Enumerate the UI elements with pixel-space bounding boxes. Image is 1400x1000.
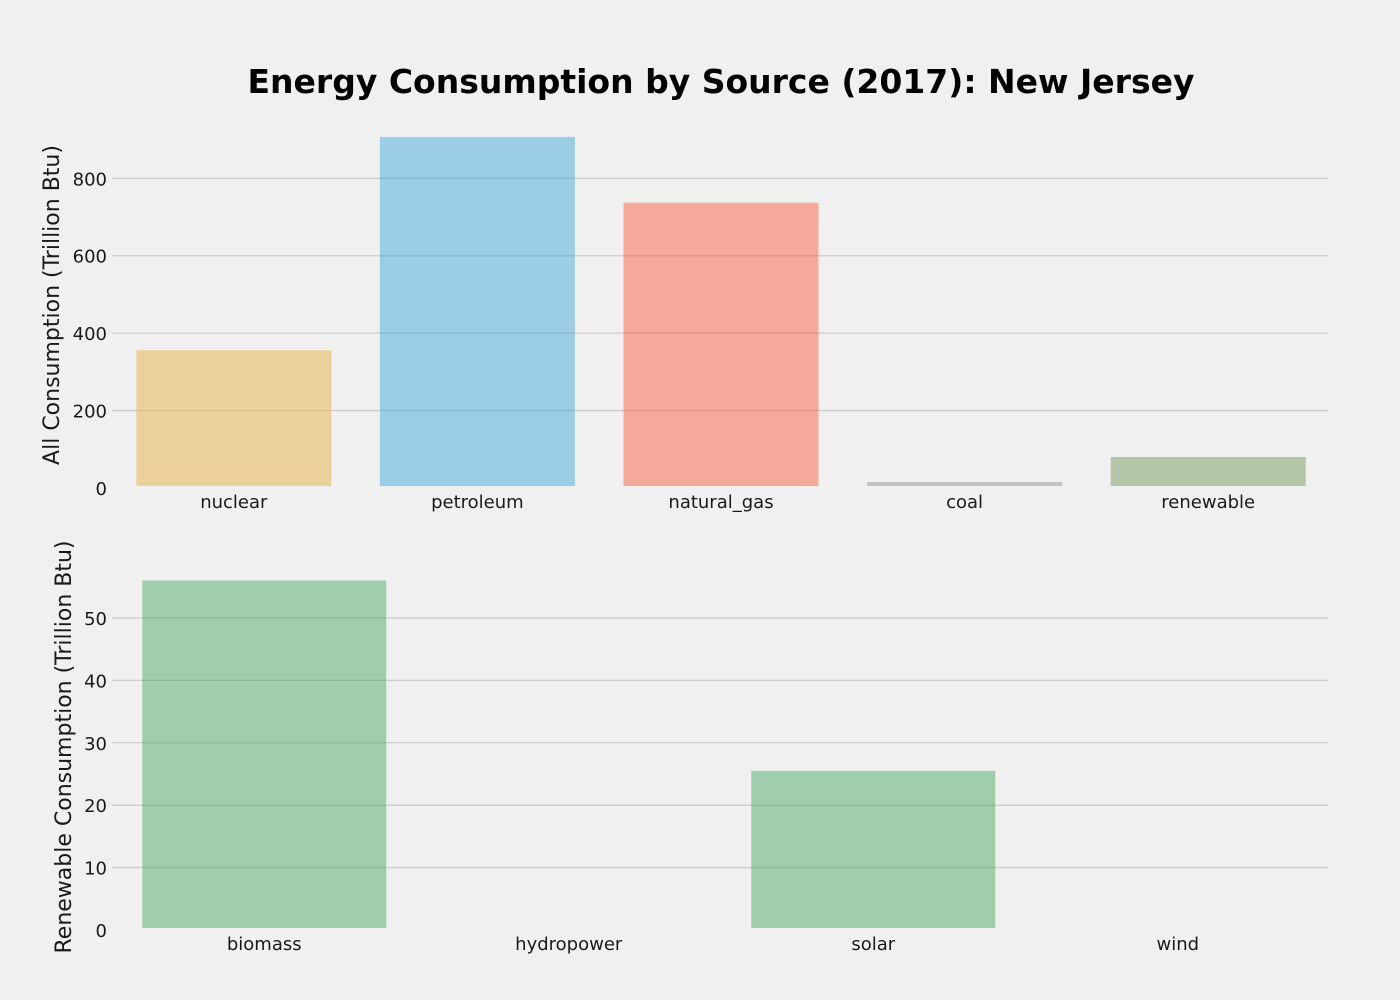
x-tick-label: natural_gas [668, 492, 773, 513]
y-tick-label: 0 [96, 479, 107, 500]
x-tick-label: coal [946, 492, 983, 513]
grid-lines [112, 617, 1328, 869]
y-tick-label: 600 [73, 247, 107, 268]
y-axis-label: Renewable Consumption (Trillion Btu) [52, 540, 77, 953]
y-tick-label: 10 [84, 859, 107, 880]
y-tick-label: 0 [96, 921, 107, 942]
chart-title: Energy Consumption by Source (2017): New… [248, 62, 1195, 101]
panel-renewable-consumption: 0 10 20 30 40 50 biomass hydropower solar wind R… [52, 540, 1328, 955]
bar-biomass [142, 580, 387, 928]
bar-renewable [1110, 457, 1306, 486]
y-tick-label: 200 [73, 402, 107, 423]
panel-all-consumption: 0 200 400 600 800 nuclear petroleum natural_ga… [40, 136, 1328, 513]
x-tick-labels: nuclear petroleum natural_gas coal renewable [200, 492, 1255, 513]
y-tick-label: 20 [84, 796, 107, 817]
bar-petroleum [379, 136, 575, 486]
y-tick-labels: 0 10 20 30 40 50 [84, 609, 107, 942]
x-tick-labels: biomass hydropower solar wind [227, 934, 1199, 955]
bar-natural-gas [623, 202, 819, 487]
y-tick-label: 400 [73, 324, 107, 345]
bars [142, 580, 996, 928]
x-tick-label: nuclear [200, 492, 268, 513]
y-tick-label: 40 [84, 671, 107, 692]
bar-solar [751, 770, 996, 928]
grid-lines [112, 177, 1328, 412]
x-tick-label: petroleum [431, 492, 524, 513]
x-tick-label: biomass [227, 934, 302, 955]
x-tick-label: renewable [1161, 492, 1255, 513]
x-tick-label: wind [1156, 934, 1199, 955]
x-tick-label: hydropower [515, 934, 623, 955]
y-tick-label: 50 [84, 609, 107, 630]
y-axis-label: All Consumption (Trillion Btu) [40, 145, 65, 465]
bars [136, 136, 1306, 487]
bar-coal [867, 482, 1063, 486]
y-tick-label: 30 [84, 734, 107, 755]
y-tick-labels: 0 200 400 600 800 [73, 169, 107, 500]
x-tick-label: solar [851, 934, 895, 955]
bar-nuclear [136, 350, 332, 486]
y-tick-label: 800 [73, 169, 107, 190]
